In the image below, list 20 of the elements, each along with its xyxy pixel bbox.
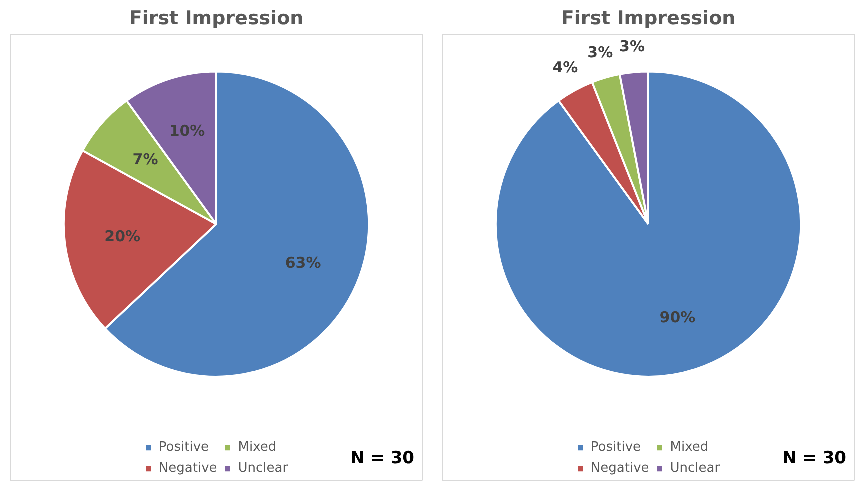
data-label: 3% xyxy=(620,37,646,56)
data-label: 4% xyxy=(552,58,578,77)
text: N = 30 xyxy=(350,448,415,468)
text: N = 30 xyxy=(782,448,847,468)
data-label: 7% xyxy=(132,150,158,168)
data-label: 90% xyxy=(660,308,696,327)
data-label: 3% xyxy=(588,44,614,62)
legend-label: Unclear xyxy=(238,461,288,476)
legend-label: Unclear xyxy=(670,461,720,476)
legend-label: Negative xyxy=(590,461,650,476)
data-label: 10% xyxy=(169,122,206,140)
chart-title: First Impression xyxy=(129,8,304,30)
legend-label: Mixed xyxy=(670,440,709,455)
legend-label: Positive xyxy=(590,440,642,455)
legend-label: Positive xyxy=(158,440,210,455)
legend-label: Negative xyxy=(158,461,218,476)
data-label: 63% xyxy=(285,254,322,272)
chart-title: First Impression xyxy=(561,8,736,30)
data-label: 20% xyxy=(104,228,141,246)
legend-label: Mixed xyxy=(238,440,277,455)
